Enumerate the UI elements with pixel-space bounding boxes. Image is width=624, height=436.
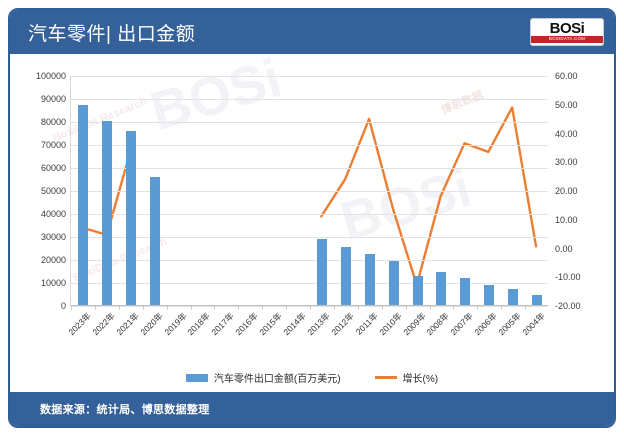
x-axis-tick-mark xyxy=(310,306,311,310)
page-title: 汽车零件| 出口金额 xyxy=(28,23,196,45)
x-axis-tick-mark xyxy=(142,306,144,310)
gridline xyxy=(71,191,548,192)
bar-2009年[interactable] xyxy=(412,275,423,305)
logo-wordmark: BOSi xyxy=(549,20,585,38)
y-axis-left-tick: 60000 xyxy=(40,163,66,173)
legend-bar-swatch-icon xyxy=(185,373,208,382)
gridline xyxy=(71,76,548,77)
y-axis-left-tick: 10000 xyxy=(40,278,66,288)
x-axis-tick-mark xyxy=(453,306,455,310)
card-footer: 数据来源：统计局、博思数据整理 xyxy=(10,392,614,426)
y-axis-right-tick: -10.00 xyxy=(555,272,581,283)
y-axis-right-tick: 0.00 xyxy=(555,243,573,254)
bar-2008年[interactable] xyxy=(436,271,447,305)
y-axis-left-tick: 70000 xyxy=(40,140,66,150)
x-axis-tick-mark xyxy=(166,306,168,310)
legend-line-swatch-icon xyxy=(374,376,397,379)
x-axis-tick-mark xyxy=(262,306,264,310)
legend-item-export-value[interactable]: 汽车零件出口金额(百万美元) xyxy=(185,370,341,385)
bar-2010年[interactable] xyxy=(388,261,399,305)
bar-2011年[interactable] xyxy=(364,253,375,305)
x-axis-tick-mark xyxy=(238,306,240,310)
y-axis-left-tick: 90000 xyxy=(40,94,66,104)
x-axis-tick-mark xyxy=(190,306,192,310)
bar-2004年[interactable] xyxy=(532,294,543,305)
x-axis-tick-mark xyxy=(333,306,335,310)
y-axis-left-tick: 80000 xyxy=(40,117,66,127)
x-axis-tick-mark xyxy=(286,306,288,310)
x-axis-tick-mark xyxy=(501,306,503,310)
bar-2022年[interactable] xyxy=(101,121,112,305)
chart-area: BOSi BOSi BosiData Research 博思数据 BosiDat… xyxy=(10,48,614,384)
y-axis-left-tick: 30000 xyxy=(40,232,66,242)
x-axis-tick-mark xyxy=(214,306,216,310)
card-header: 汽车零件| 出口金额 BOSi BOSIDATA.COM xyxy=(10,10,614,54)
y-axis-right-tick: 60.00 xyxy=(555,71,578,81)
gridline xyxy=(71,99,548,100)
chart-legend: 汽车零件出口金额(百万美元) 增长(%) xyxy=(10,370,614,385)
bar-2020年[interactable] xyxy=(149,177,160,305)
plot-region: 0 10000 20000 30000 40000 50000 60000 70000 8000… xyxy=(36,71,581,337)
data-source-text: 数据来源：统计局、博思数据整理 xyxy=(40,404,210,416)
y-axis-right-tick: 10.00 xyxy=(555,214,578,225)
gridline xyxy=(71,237,548,238)
legend-bar-label: 汽车零件出口金额(百万美元) xyxy=(213,374,341,385)
y-axis-left-tick: 40000 xyxy=(40,209,66,219)
y-axis-left-tick: 20000 xyxy=(40,255,66,265)
x-axis-tick-mark xyxy=(477,306,479,310)
bar-2013年[interactable] xyxy=(316,238,327,305)
bosi-logo: BOSi BOSIDATA.COM xyxy=(530,18,604,46)
y-axis-right-tick: 30.00 xyxy=(555,157,578,168)
gridline xyxy=(71,168,548,169)
gridline xyxy=(71,283,548,284)
logo-domain: BOSIDATA.COM xyxy=(531,36,603,43)
x-axis-tick-mark xyxy=(405,306,407,310)
bar-2023年[interactable] xyxy=(77,104,88,305)
x-axis-tick-mark xyxy=(381,306,383,310)
x-axis-tick-mark xyxy=(71,306,72,310)
gridline xyxy=(71,214,548,215)
y-axis-right-tick: 20.00 xyxy=(555,186,578,196)
x-axis-tick-mark xyxy=(357,306,359,310)
y-axis-right-tick: 40.00 xyxy=(555,128,578,139)
y-axis-left-tick: 50000 xyxy=(40,186,66,196)
growth-line-path xyxy=(320,106,538,287)
legend-item-growth[interactable]: 增长(%) xyxy=(374,370,439,385)
bar-2005年[interactable] xyxy=(508,289,519,305)
bar-2007年[interactable] xyxy=(460,277,471,305)
gridline xyxy=(71,260,548,261)
x-axis-tick-mark xyxy=(94,306,96,310)
gridline xyxy=(71,306,548,307)
y-axis-right-tick: 50.00 xyxy=(555,99,578,110)
x-axis-tick-mark xyxy=(429,306,431,310)
gridline xyxy=(71,122,548,123)
x-axis-tick-mark xyxy=(525,306,527,310)
gridline xyxy=(71,145,548,146)
legend-line-label: 增长(%) xyxy=(402,374,439,385)
bar-2006年[interactable] xyxy=(484,284,495,305)
y-axis-left-tick: 100000 xyxy=(35,71,66,81)
chart-card: 汽车零件| 出口金额 BOSi BOSIDATA.COM BOSi BOSi B… xyxy=(8,8,616,428)
y-axis-right-tick: -20.00 xyxy=(555,301,581,311)
x-axis-tick-mark xyxy=(118,306,120,310)
bar-2012年[interactable] xyxy=(340,246,351,305)
bar-2021年[interactable] xyxy=(125,131,136,305)
y-axis-left-tick: 0 xyxy=(60,301,66,311)
